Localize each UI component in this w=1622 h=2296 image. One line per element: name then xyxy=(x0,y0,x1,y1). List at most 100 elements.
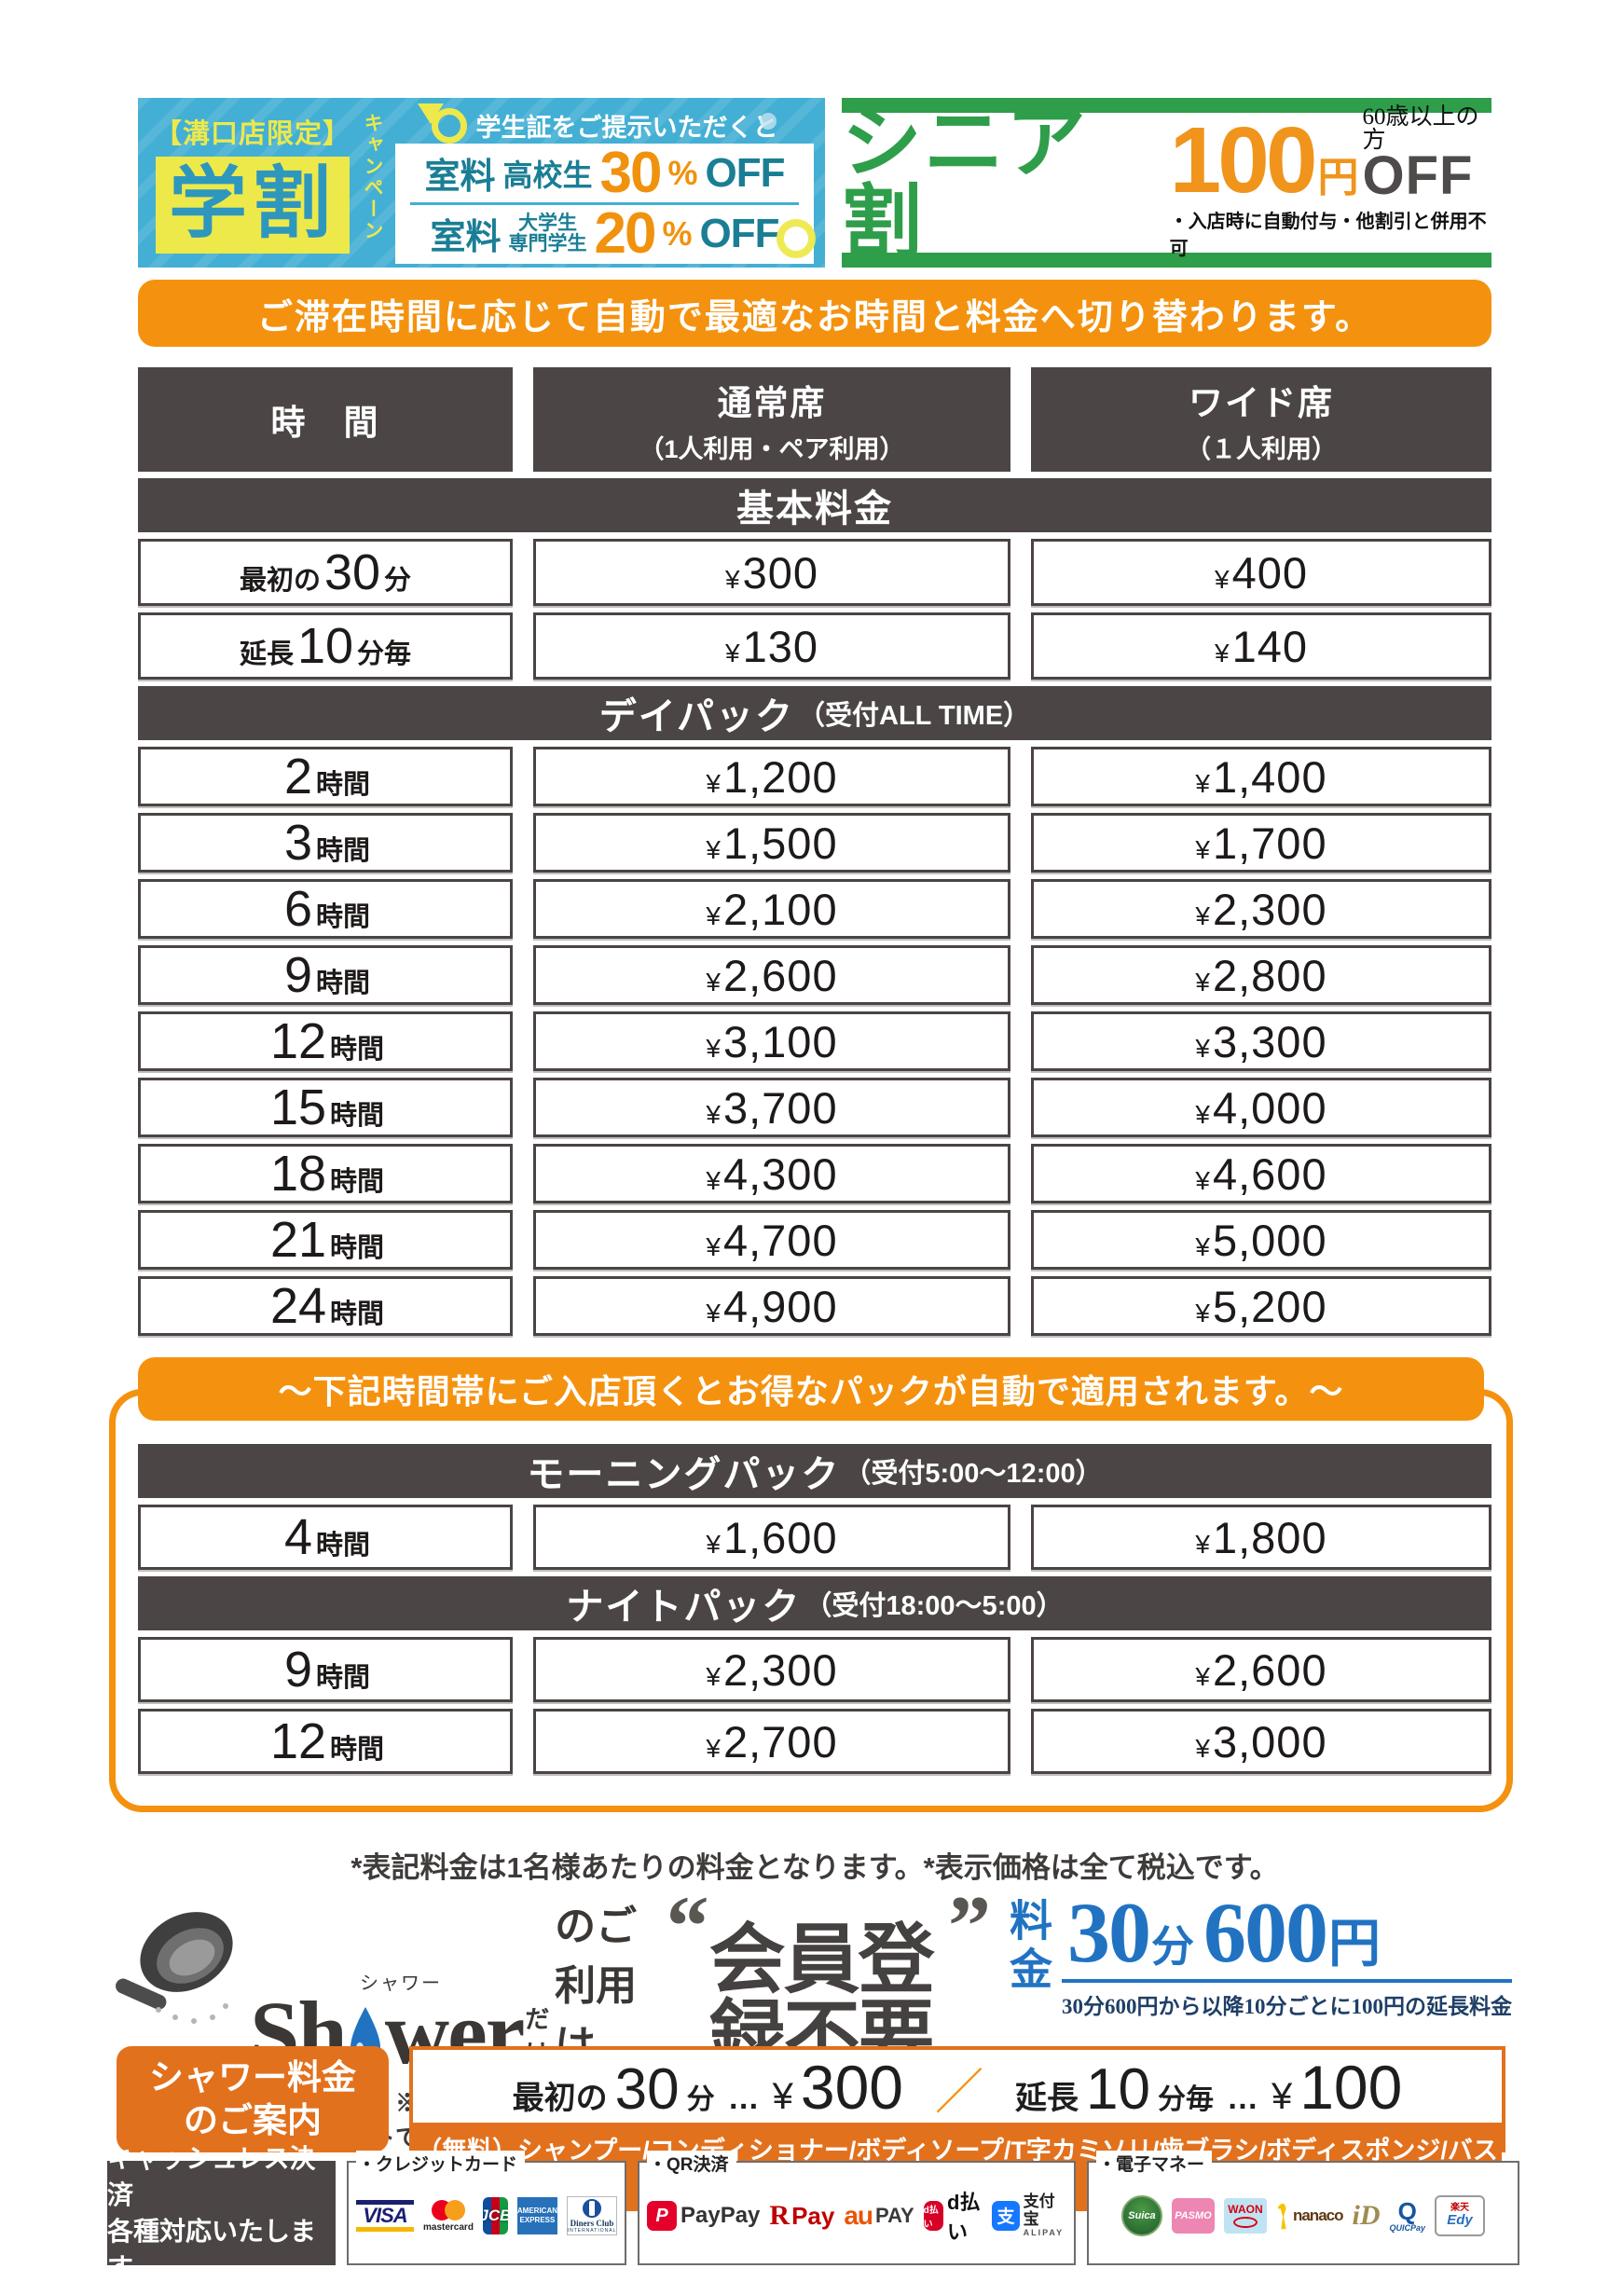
time-cell: 9 時間 xyxy=(138,945,513,1005)
yen-sign: ¥ xyxy=(772,2076,793,2117)
price-cell-normal: ¥4,700 xyxy=(533,1210,1010,1270)
shower-guide-title-2: のご案内 xyxy=(184,2101,322,2139)
diners-club-logo: Diners Club INTERNATIONAL xyxy=(567,2196,617,2235)
price-cell-normal: ¥2,700 xyxy=(533,1709,1010,1774)
quicpay-logo: Q QUICPay xyxy=(1389,2197,1426,2233)
first-price: 300 xyxy=(800,2053,903,2122)
price-cell-normal: ¥3,100 xyxy=(533,1011,1010,1071)
senior-amount-number: 100 円 xyxy=(1169,105,1363,213)
minutes-unit: 分毎 xyxy=(1157,2084,1214,2115)
cashless-line2: 各種対応いたします。 xyxy=(107,2217,317,2283)
decor-triangle xyxy=(418,103,444,124)
morning-pack-bar: モーニングパック （受付5:00～12:00） xyxy=(138,1444,1491,1498)
rakuten-edy-logo: 楽天 Edy xyxy=(1435,2195,1486,2236)
night-pack-bar: ナイトパック （受付18:00～5:00） xyxy=(138,1576,1491,1630)
shower-guide-title-box: シャワー料金 のご案内 xyxy=(117,2046,389,2152)
student-banner-left: 【溝口店限定】 学割 xyxy=(149,107,351,258)
price-cell-wide: ¥3,000 xyxy=(1031,1709,1491,1774)
price-cell-normal: ¥1,200 xyxy=(533,747,1010,806)
first-minutes: 30 xyxy=(614,2057,680,2122)
shower-head-photo xyxy=(116,1912,233,2024)
university-labels: 大学生 専門学生 xyxy=(509,213,587,254)
university-offer-row: 室料 大学生 専門学生 20 % OFF xyxy=(405,204,804,262)
gakuwari-title: 学割 xyxy=(156,157,351,254)
extension-label: 延長 xyxy=(1015,2081,1079,2116)
waon-ellipse-icon xyxy=(1232,2217,1258,2228)
senior-discount-value: 100 xyxy=(1169,108,1318,213)
time-cell: 12 時間 xyxy=(138,1709,513,1774)
student-offer-panel: 室料 高校生 30 % OFF 室料 大学生 専門学生 20 xyxy=(395,144,814,264)
pasmo-logo: PASMO xyxy=(1171,2198,1215,2234)
pack-note-pill: ～下記時間帯にご入店頂くとお得なパックが自動で適用されます。～ xyxy=(138,1357,1484,1421)
room-fee-label: 室料 xyxy=(430,218,502,258)
time-cell: 延長 10 分毎 xyxy=(138,612,513,680)
student-discount-banner: 【溝口店限定】 学割 キャンペーン 学生証をご提示いただくと 室料 高校生 30… xyxy=(138,98,825,268)
student-condition: 学生証をご提示いただくと xyxy=(395,107,814,144)
rakuten-pay-logo: R Pay xyxy=(769,2200,835,2231)
cashless-line1: キャッシュレス決済 xyxy=(107,2143,316,2209)
yen-unit: 円 xyxy=(1328,1916,1381,1973)
visa-logo: VISA xyxy=(356,2199,414,2233)
close-quote: ” xyxy=(948,1878,991,1973)
amex-logo: AMERICAN EXPRESS xyxy=(516,2197,557,2234)
slash-divider: ／ xyxy=(934,2065,983,2120)
shower-guide-price-row: 最初の 30 分 … ¥ 300 ／ 延長 10 分毎 … ¥ 100 xyxy=(413,2050,1502,2123)
cashless-headline: キャッシュレス決済 各種対応いたします。 xyxy=(107,2144,336,2282)
off-label: OFF xyxy=(1362,144,1474,206)
pack-price-table: モーニングパック （受付5:00～12:00） 4 時間 ¥1,600 ¥1,80… xyxy=(138,1444,1491,1774)
giraffe-icon xyxy=(1277,2203,1286,2230)
price-cell-normal: ¥130 xyxy=(533,612,1010,680)
highschool-offer-row: 室料 高校生 30 % OFF xyxy=(405,144,804,202)
diners-circle-icon xyxy=(583,2198,601,2218)
senior-amount: 100 円 60歳以上の方 OFF xyxy=(1169,105,1491,213)
price-cell-wide: ¥5,200 xyxy=(1031,1276,1491,1336)
decor-ring xyxy=(777,219,816,258)
shower-guide-title-1: シャワー料金 xyxy=(149,2057,356,2097)
mastercard-circles xyxy=(431,2199,465,2220)
price-cell-normal: ¥2,100 xyxy=(533,879,1010,939)
id-logo: iD xyxy=(1352,2200,1381,2231)
senior-title: シニア割 xyxy=(842,98,1088,268)
shower-price-main: 30 分 600 円 30分600円から以降10分ごとに100円の延長料金 xyxy=(1062,1885,1512,2020)
time-cell: 21 時間 xyxy=(138,1210,513,1270)
visa-bar-top xyxy=(356,2199,414,2205)
highschool-label: 高校生 xyxy=(502,158,593,192)
header-wide-seat: ワイド席 （１人利用） xyxy=(1031,367,1491,472)
qr-payment-group: ・QR決済 P PayPay R Pay au PAY d払い d払い 支 支付… xyxy=(638,2151,1076,2265)
senior-banner-right: 100 円 60歳以上の方 OFF ・入店時に自動付与・他割引と併用不可 xyxy=(1170,105,1491,260)
mastercard-logo: mastercard xyxy=(423,2199,474,2233)
shower-usage: のご利用は xyxy=(555,1904,638,2069)
fee-vertical-label: 料金 xyxy=(1004,1898,1052,1995)
price-table: 時 間 通常席 （1人利用・ペア利用） ワイド席 （１人利用） 基本料金 最初の… xyxy=(138,367,1491,1336)
price-cell-normal: ¥4,300 xyxy=(533,1144,1010,1203)
pack-box: モーニングパック （受付5:00～12:00） 4 時間 ¥1,600 ¥1,80… xyxy=(109,1389,1513,1812)
percent-sign: % xyxy=(662,213,693,253)
ring-icon xyxy=(431,107,467,144)
au-pay-logo: au PAY xyxy=(844,2201,914,2230)
time-cell: 4 時間 xyxy=(138,1505,513,1570)
price-cell-wide: ¥1,800 xyxy=(1031,1505,1491,1570)
price-cell-wide: ¥4,000 xyxy=(1031,1078,1491,1137)
nanaco-logo: nanaco xyxy=(1276,2201,1343,2231)
university-label: 大学生 xyxy=(518,212,578,234)
yen-label: 円 xyxy=(1317,155,1359,201)
shower-price-value: 600 xyxy=(1203,1885,1328,1980)
header-time: 時 間 xyxy=(138,367,513,472)
decor-dot xyxy=(760,113,777,130)
credit-card-group: ・クレジットカード VISA mastercard JCB AMERICAN E… xyxy=(347,2151,626,2265)
shower-guide-prices: 最初の 30 分 … ¥ 300 ／ 延長 10 分毎 … ¥ 100 （無料）… xyxy=(409,2046,1505,2211)
percent-sign: % xyxy=(667,153,698,192)
senior-note: ・入店時に自動付与・他割引と併用不可 xyxy=(1169,212,1487,260)
visa-bar-bottom xyxy=(356,2227,414,2233)
senior-amount-side: 60歳以上の方 OFF xyxy=(1362,105,1491,206)
dots: … xyxy=(1226,2081,1258,2116)
price-cell-normal: ¥300 xyxy=(533,539,1010,606)
shower-section: シャワー Sh wer だけ のご利用は “ 会員登録不要 ” 【注意事項】※お… xyxy=(110,1878,1512,2152)
time-cell: 18 時間 xyxy=(138,1144,513,1203)
time-cell: 最初の 30 分 xyxy=(138,539,513,606)
first-label: 最初の xyxy=(512,2081,608,2116)
student-banner-right: 学生証をご提示いただくと 室料 高校生 30 % OFF 室料 大学生 xyxy=(395,107,814,264)
alipay-text: 支付宝 ALIPAY xyxy=(1023,2193,1065,2237)
time-cell: 24 時間 xyxy=(138,1276,513,1336)
price-cell-normal: ¥4,900 xyxy=(533,1276,1010,1336)
